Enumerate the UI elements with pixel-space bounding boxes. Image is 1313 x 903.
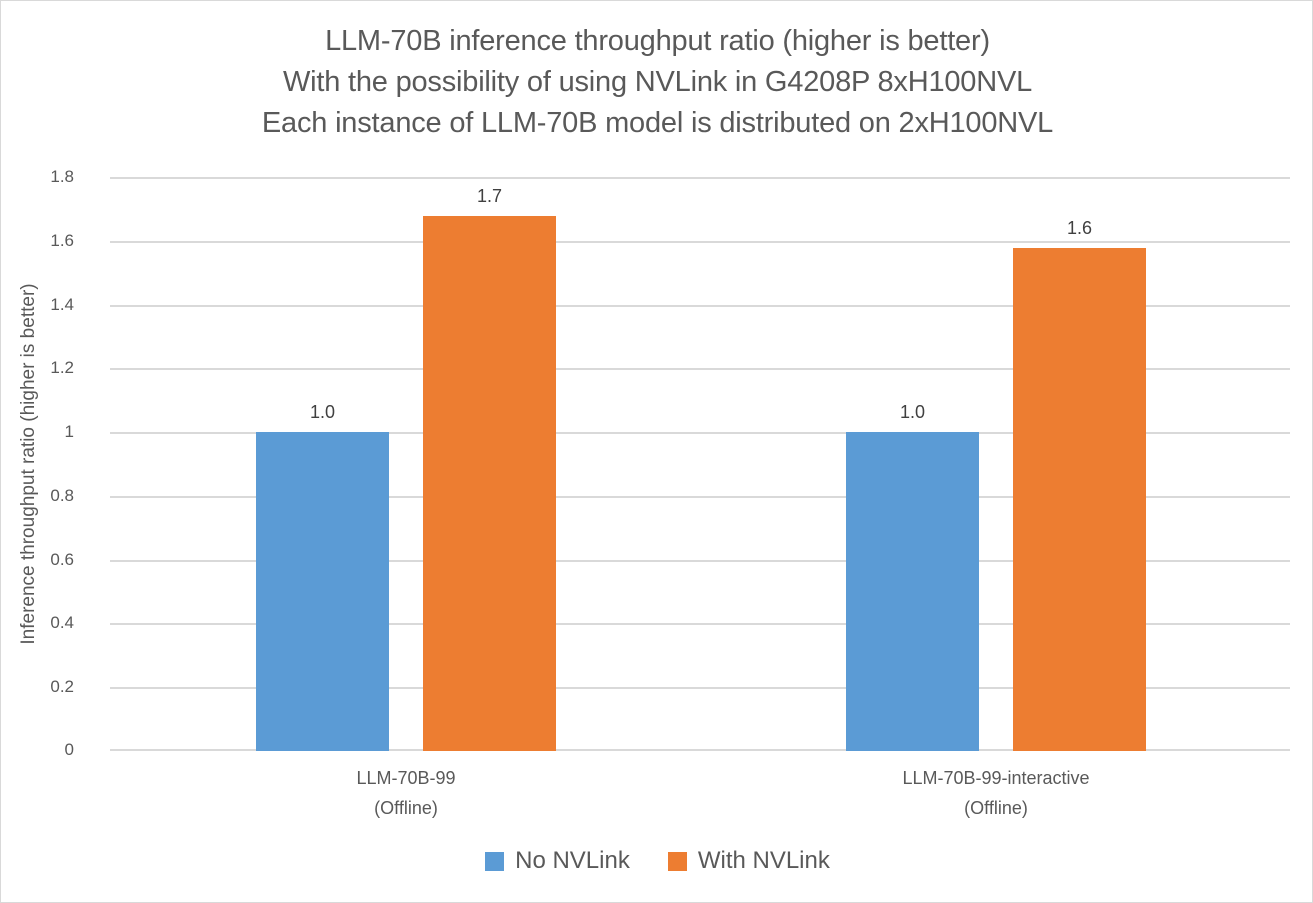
gridline-0.4 — [110, 623, 1290, 626]
chart-title-line-3: Each instance of LLM-70B model is distri… — [261, 107, 1054, 139]
y-tick-label-0.8: 0.8 — [50, 485, 74, 505]
legend-swatch-with-nvlink — [667, 851, 687, 871]
bar-label-with-nvlink-llm-70b-99: 1.7 — [476, 186, 503, 206]
y-tick-label-0.4: 0.4 — [50, 613, 74, 633]
gridline-1.2 — [110, 368, 1290, 371]
bar-label-no-nvlink-llm-70b-99: 1.0 — [309, 402, 336, 422]
y-tick-label-0.2: 0.2 — [50, 677, 74, 697]
y-tick-label-1.6: 1.6 — [50, 230, 74, 250]
bar-no-nvlink-llm-70b-99[interactable] — [256, 432, 389, 751]
y-tick-label-1.8: 1.8 — [50, 167, 74, 186]
y-tick-label-0.6: 0.6 — [50, 549, 74, 569]
legend-item-no-nvlink[interactable]: No NVLink — [485, 847, 630, 875]
category-label-llm-70b-99-interactive-line1: LLM-70B-99-interactive — [902, 768, 1090, 788]
legend-swatch-no-nvlink — [485, 851, 505, 871]
category-label-llm-70b-99-interactive-line2: (Offline) — [964, 798, 1028, 818]
gridline-1 — [110, 432, 1290, 435]
plot-area: 1.8 1.6 1.4 1.2 1 0.8 0.6 0.4 0.2 0 1.0 … — [50, 167, 1290, 759]
chart-title-line-2: With the possibility of using NVLink in … — [282, 66, 1033, 98]
chart-legend: No NVLink With NVLink — [1, 847, 1312, 875]
bar-no-nvlink-llm-70b-99-interactive[interactable] — [846, 432, 979, 751]
bar-label-no-nvlink-llm-70b-99-interactive: 1.0 — [899, 402, 926, 422]
gridline-1.6 — [110, 240, 1290, 243]
bar-with-nvlink-llm-70b-99-interactive[interactable] — [1013, 248, 1146, 751]
chart-title-line-1: LLM-70B inference throughput ratio (high… — [325, 25, 990, 57]
category-label-llm-70b-99-line1: LLM-70B-99 — [356, 768, 456, 788]
y-tick-label-1.4: 1.4 — [50, 294, 74, 314]
gridline-1.8 — [110, 177, 1290, 179]
category-label-llm-70b-99: LLM-70B-99 (Offline) — [356, 763, 455, 823]
y-tick-label-1: 1 — [64, 422, 74, 442]
gridline-0.2 — [110, 687, 1290, 690]
category-label-llm-70b-99-interactive: LLM-70B-99-interactive (Offline) — [902, 763, 1089, 823]
bar-with-nvlink-llm-70b-99[interactable] — [423, 216, 556, 751]
bar-label-with-nvlink-llm-70b-99-interactive: 1.6 — [1066, 218, 1093, 238]
legend-label-no-nvlink: No NVLink — [515, 847, 630, 874]
gridline-0.6 — [110, 559, 1290, 562]
gridline-0.8 — [110, 495, 1290, 498]
category-label-llm-70b-99-line2: (Offline) — [374, 798, 438, 818]
gridline-0 — [110, 749, 1290, 751]
chart-title: LLM-70B inference throughput ratio (high… — [1, 21, 1312, 144]
y-axis-title: Inference throughput ratio (higher is be… — [18, 283, 39, 645]
gridline-1.4 — [110, 304, 1290, 307]
y-tick-label-0: 0 — [64, 740, 74, 759]
legend-item-with-nvlink[interactable]: With NVLink — [667, 847, 830, 875]
y-tick-label-1.2: 1.2 — [50, 358, 74, 378]
legend-label-with-nvlink: With NVLink — [697, 847, 830, 874]
